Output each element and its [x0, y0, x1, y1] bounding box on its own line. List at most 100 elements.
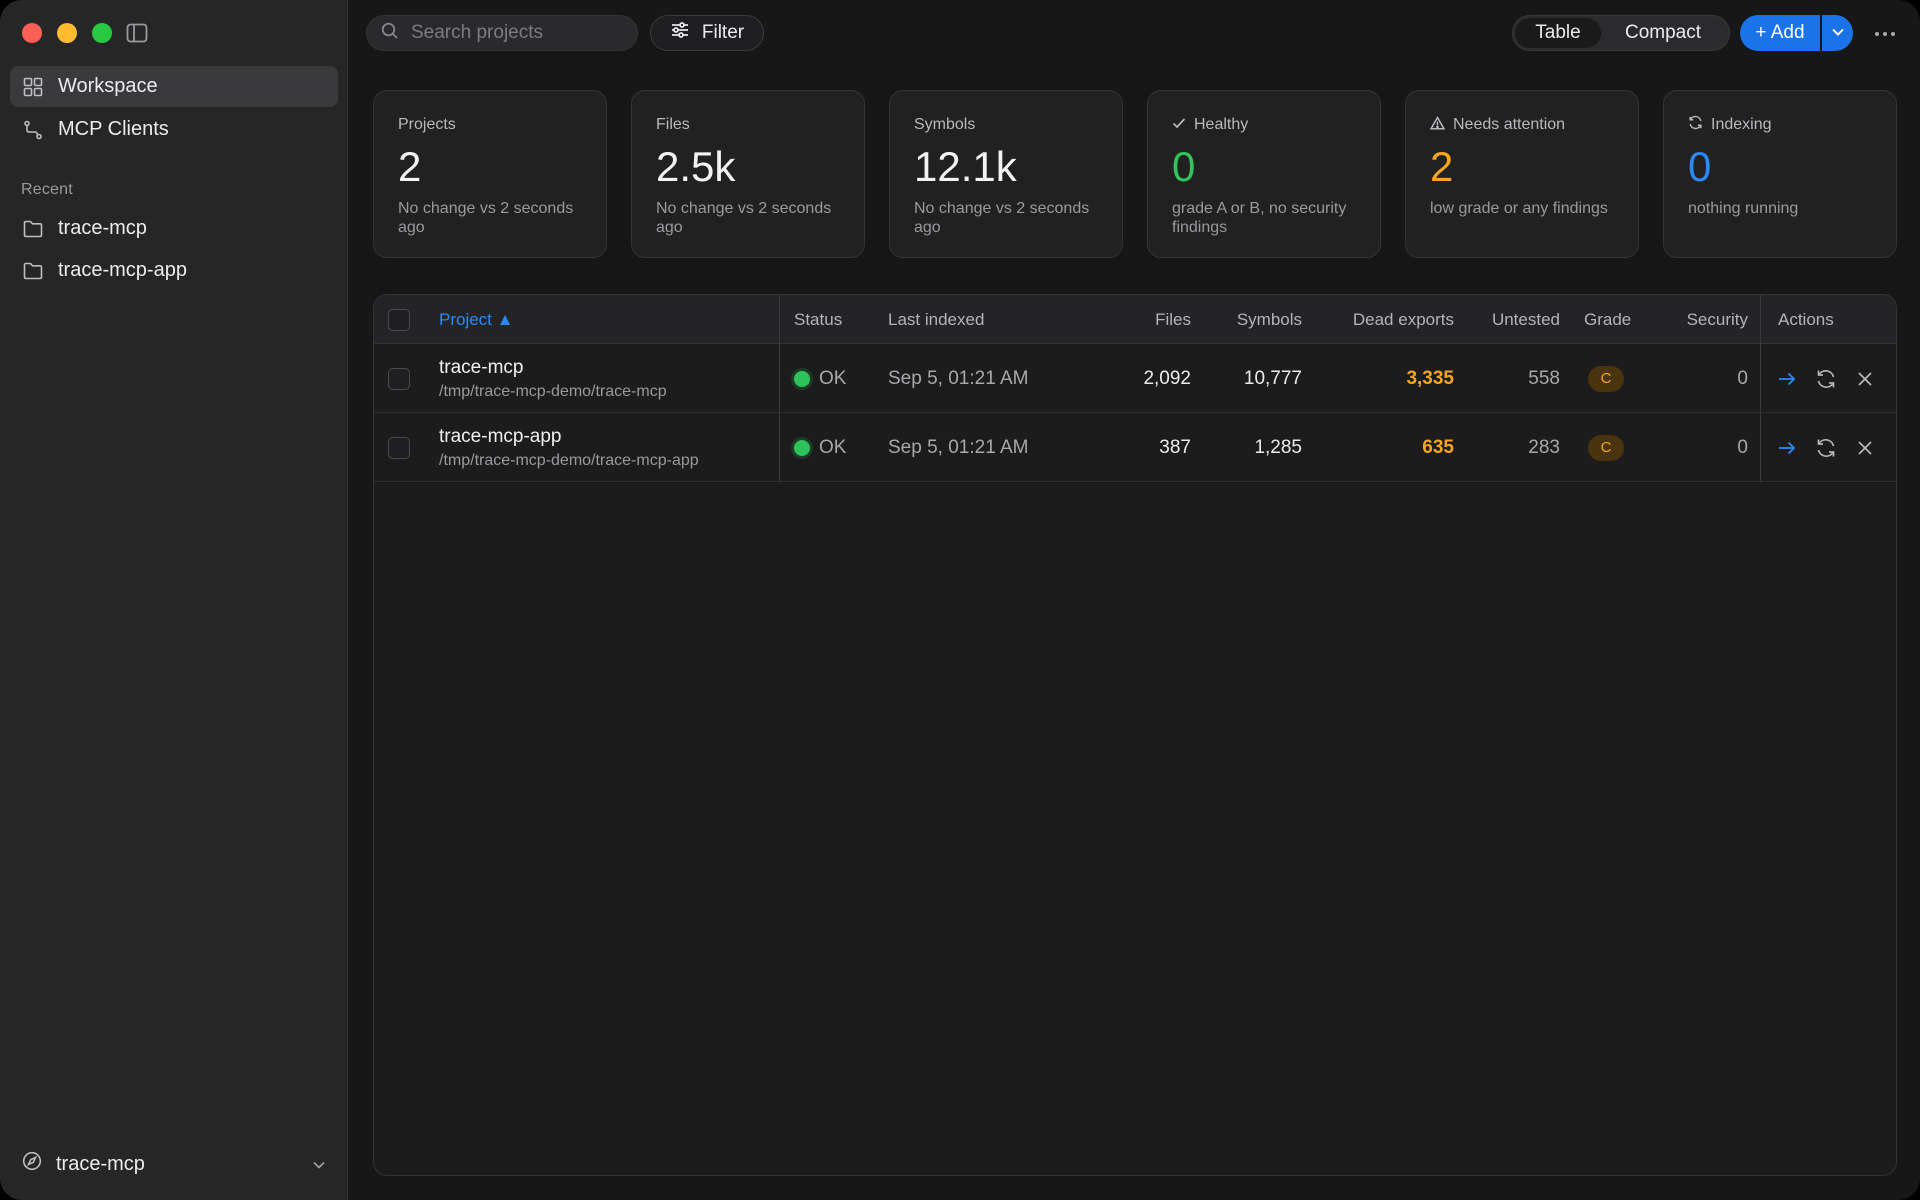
remove-icon[interactable] [1852, 366, 1878, 392]
sidebar-item-mcp-clients[interactable]: MCP Clients [10, 109, 338, 150]
warning-icon [1429, 115, 1446, 135]
search-box[interactable] [366, 15, 638, 51]
reindex-icon[interactable] [1813, 366, 1839, 392]
stat-card-label: Symbols [914, 116, 976, 133]
stat-card-value: 2 [398, 143, 422, 190]
column-header-files[interactable]: Files [1155, 309, 1191, 329]
recent-item-label: trace-mcp [58, 217, 147, 239]
column-header-untested[interactable]: Untested [1491, 309, 1560, 329]
chevron-down-icon [312, 1153, 326, 1176]
untested-cell: 283 [1528, 436, 1560, 458]
more-options-button[interactable] [1872, 23, 1898, 43]
stat-card-label: Healthy [1172, 115, 1356, 135]
view-mode-toggle: Table Compact [1512, 15, 1730, 51]
column-divider [1760, 295, 1761, 482]
security-cell: 0 [1737, 436, 1748, 458]
view-compact-button[interactable]: Compact [1624, 22, 1702, 43]
project-cell: trace-mcp /tmp/trace-mcp-demo/trace-mcp [439, 344, 667, 413]
route-icon [22, 119, 44, 141]
recent-section-label: Recent [21, 181, 73, 198]
stat-card-sub: grade A or B, no security findings [1172, 200, 1347, 236]
workspace-switcher[interactable]: trace-mcp [10, 1142, 338, 1186]
minimize-window-button[interactable] [57, 23, 77, 43]
last-indexed-cell: Sep 5, 01:21 AM [888, 436, 1029, 458]
close-window-button[interactable] [22, 23, 42, 43]
add-project-button[interactable]: + Add [1740, 15, 1820, 51]
open-arrow-icon[interactable] [1774, 435, 1800, 461]
stat-card-value: 2 [1430, 143, 1454, 190]
stats-cards: Projects 2 No change vs 2 seconds ago Fi… [373, 90, 1897, 258]
row-checkbox[interactable] [388, 436, 410, 459]
view-table-button[interactable]: Table [1515, 18, 1601, 48]
column-divider [779, 295, 780, 482]
symbols-cell: 1,285 [1254, 436, 1302, 458]
filter-button[interactable]: Filter [650, 15, 764, 51]
recent-item-trace-mcp-app[interactable]: trace-mcp-app [10, 250, 338, 291]
row-actions [1774, 344, 1878, 413]
stat-card-label: Projects [398, 116, 456, 133]
stat-card-value: 2.5k [656, 143, 736, 190]
stat-card-projects: Projects 2 No change vs 2 seconds ago [373, 90, 607, 258]
remove-icon[interactable] [1852, 435, 1878, 461]
stat-card-value: 12.1k [914, 143, 1017, 190]
check-icon [1172, 116, 1186, 134]
column-header-actions: Actions [1778, 309, 1834, 329]
project-path: /tmp/trace-mcp-demo/trace-mcp-app [439, 451, 699, 469]
open-arrow-icon[interactable] [1774, 366, 1800, 392]
column-header-project[interactable]: Project ▲ [439, 309, 514, 329]
dead-exports-cell: 635 [1422, 436, 1454, 458]
stat-card-sub: nothing running [1688, 200, 1799, 217]
stat-card-label: Indexing [1688, 115, 1872, 135]
project-name[interactable]: trace-mcp [439, 356, 524, 378]
files-cell: 2,092 [1143, 367, 1191, 389]
grade-badge: C [1588, 365, 1624, 392]
folder-icon [22, 218, 44, 240]
column-header-symbols[interactable]: Symbols [1236, 309, 1302, 329]
recent-item-trace-mcp[interactable]: trace-mcp [10, 208, 338, 249]
sidebar-toggle-icon[interactable] [126, 23, 148, 43]
table-header: Project ▲ Status Last indexed Files Symb… [374, 295, 1896, 344]
stat-card-label: Files [656, 116, 690, 133]
search-input[interactable] [411, 22, 621, 44]
reindex-icon[interactable] [1813, 435, 1839, 461]
select-all-checkbox[interactable] [388, 308, 410, 331]
column-header-dead-exports[interactable]: Dead exports [1352, 309, 1454, 329]
status-ok-dot [794, 370, 810, 387]
column-header-last-indexed[interactable]: Last indexed [888, 309, 985, 329]
dead-exports-cell: 3,335 [1406, 367, 1454, 389]
stat-card-label: Needs attention [1429, 115, 1614, 135]
zoom-window-button[interactable] [92, 23, 112, 43]
search-icon [381, 22, 399, 45]
stat-card-value: 0 [1172, 143, 1196, 190]
add-options-button[interactable] [1822, 15, 1853, 51]
project-name[interactable]: trace-mcp-app [439, 425, 562, 447]
untested-cell: 558 [1528, 367, 1560, 389]
main-content: Filter Table Compact + Add Projects 2 No… [349, 0, 1920, 1200]
refresh-icon [1688, 115, 1703, 135]
sidebar-item-label: MCP Clients [58, 118, 169, 140]
status-ok-dot [794, 439, 810, 456]
symbols-cell: 10,777 [1243, 367, 1302, 389]
table-row[interactable]: trace-mcp-app /tmp/trace-mcp-demo/trace-… [374, 413, 1896, 482]
table-row[interactable]: trace-mcp /tmp/trace-mcp-demo/trace-mcp … [374, 344, 1896, 413]
sidebar-item-workspace[interactable]: Workspace [10, 66, 338, 107]
projects-table: Project ▲ Status Last indexed Files Symb… [373, 294, 1897, 1176]
folder-icon [22, 260, 44, 282]
recent-item-label: trace-mcp-app [58, 259, 187, 281]
ellipsis-icon [1874, 24, 1896, 42]
chevron-down-icon [1831, 24, 1845, 42]
compass-icon [22, 1151, 42, 1177]
column-header-grade[interactable]: Grade [1584, 309, 1632, 329]
row-actions [1774, 413, 1878, 482]
status-badge: OK [794, 344, 846, 413]
column-header-status[interactable]: Status [794, 309, 843, 329]
last-indexed-cell: Sep 5, 01:21 AM [888, 367, 1029, 389]
stat-card-healthy: Healthy 0 grade A or B, no security find… [1147, 90, 1381, 258]
sidebar-item-label: Workspace [58, 75, 158, 97]
stat-card-sub: No change vs 2 seconds ago [656, 200, 832, 236]
column-header-security[interactable]: Security [1686, 309, 1748, 329]
sliders-icon [670, 21, 690, 45]
stat-card-sub: No change vs 2 seconds ago [914, 200, 1090, 236]
row-checkbox[interactable] [388, 367, 410, 390]
